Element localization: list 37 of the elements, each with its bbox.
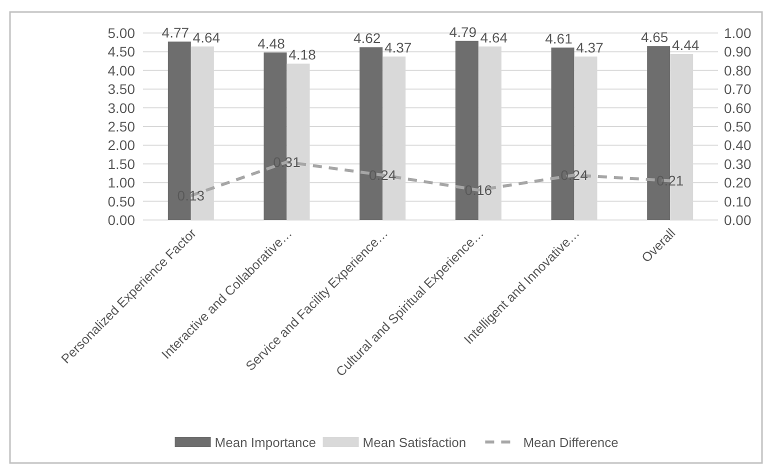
data-label: 4.48	[258, 35, 286, 52]
y2-tick-label: 1.00	[724, 25, 752, 41]
y2-tick-label: 0.30	[724, 156, 752, 172]
data-label: 4.37	[576, 40, 604, 56]
legend-label: Mean Importance	[214, 435, 316, 450]
y2-tick-label: 0.00	[724, 212, 752, 228]
y2-tick-label: 0.90	[724, 44, 752, 60]
data-label: 4.64	[192, 29, 220, 46]
y2-tick-label: 0.10	[724, 193, 752, 210]
data-label: 4.79	[449, 24, 477, 40]
data-label: 4.64	[480, 29, 508, 46]
y2-tick-label: 0.60	[724, 100, 752, 116]
y-tick-label: 2.50	[108, 118, 136, 134]
y2-tick-label: 0.40	[724, 137, 752, 154]
y2-tick-label: 0.50	[724, 118, 752, 134]
data-label: 4.18	[288, 46, 316, 63]
y2-tick-label: 0.80	[724, 62, 752, 78]
data-label: 4.62	[353, 30, 381, 46]
y-tick-label: 4.50	[108, 44, 136, 60]
y-tick-label: 3.00	[108, 100, 136, 116]
y-tick-label: 0.50	[108, 193, 136, 210]
y2-tick-label: 0.20	[724, 174, 752, 191]
y-tick-label: 1.50	[108, 156, 136, 172]
y-tick-label: 3.50	[108, 81, 136, 98]
legend-label: Mean Satisfaction	[362, 435, 466, 450]
data-label: 4.77	[162, 24, 190, 41]
legend-label: Mean Difference	[523, 435, 618, 450]
y2-tick-label: 0.70	[724, 81, 752, 98]
y-tick-label: 2.00	[108, 137, 136, 154]
data-label: 4.37	[384, 40, 412, 56]
data-label: 4.65	[640, 29, 668, 46]
y-tick-label: 1.00	[108, 174, 136, 191]
y-tick-label: 5.00	[108, 25, 136, 41]
data-label: 4.44	[672, 36, 700, 53]
data-label: 4.61	[545, 30, 573, 47]
y-tick-label: 0.00	[108, 212, 136, 228]
y-tick-label: 4.00	[108, 62, 136, 78]
